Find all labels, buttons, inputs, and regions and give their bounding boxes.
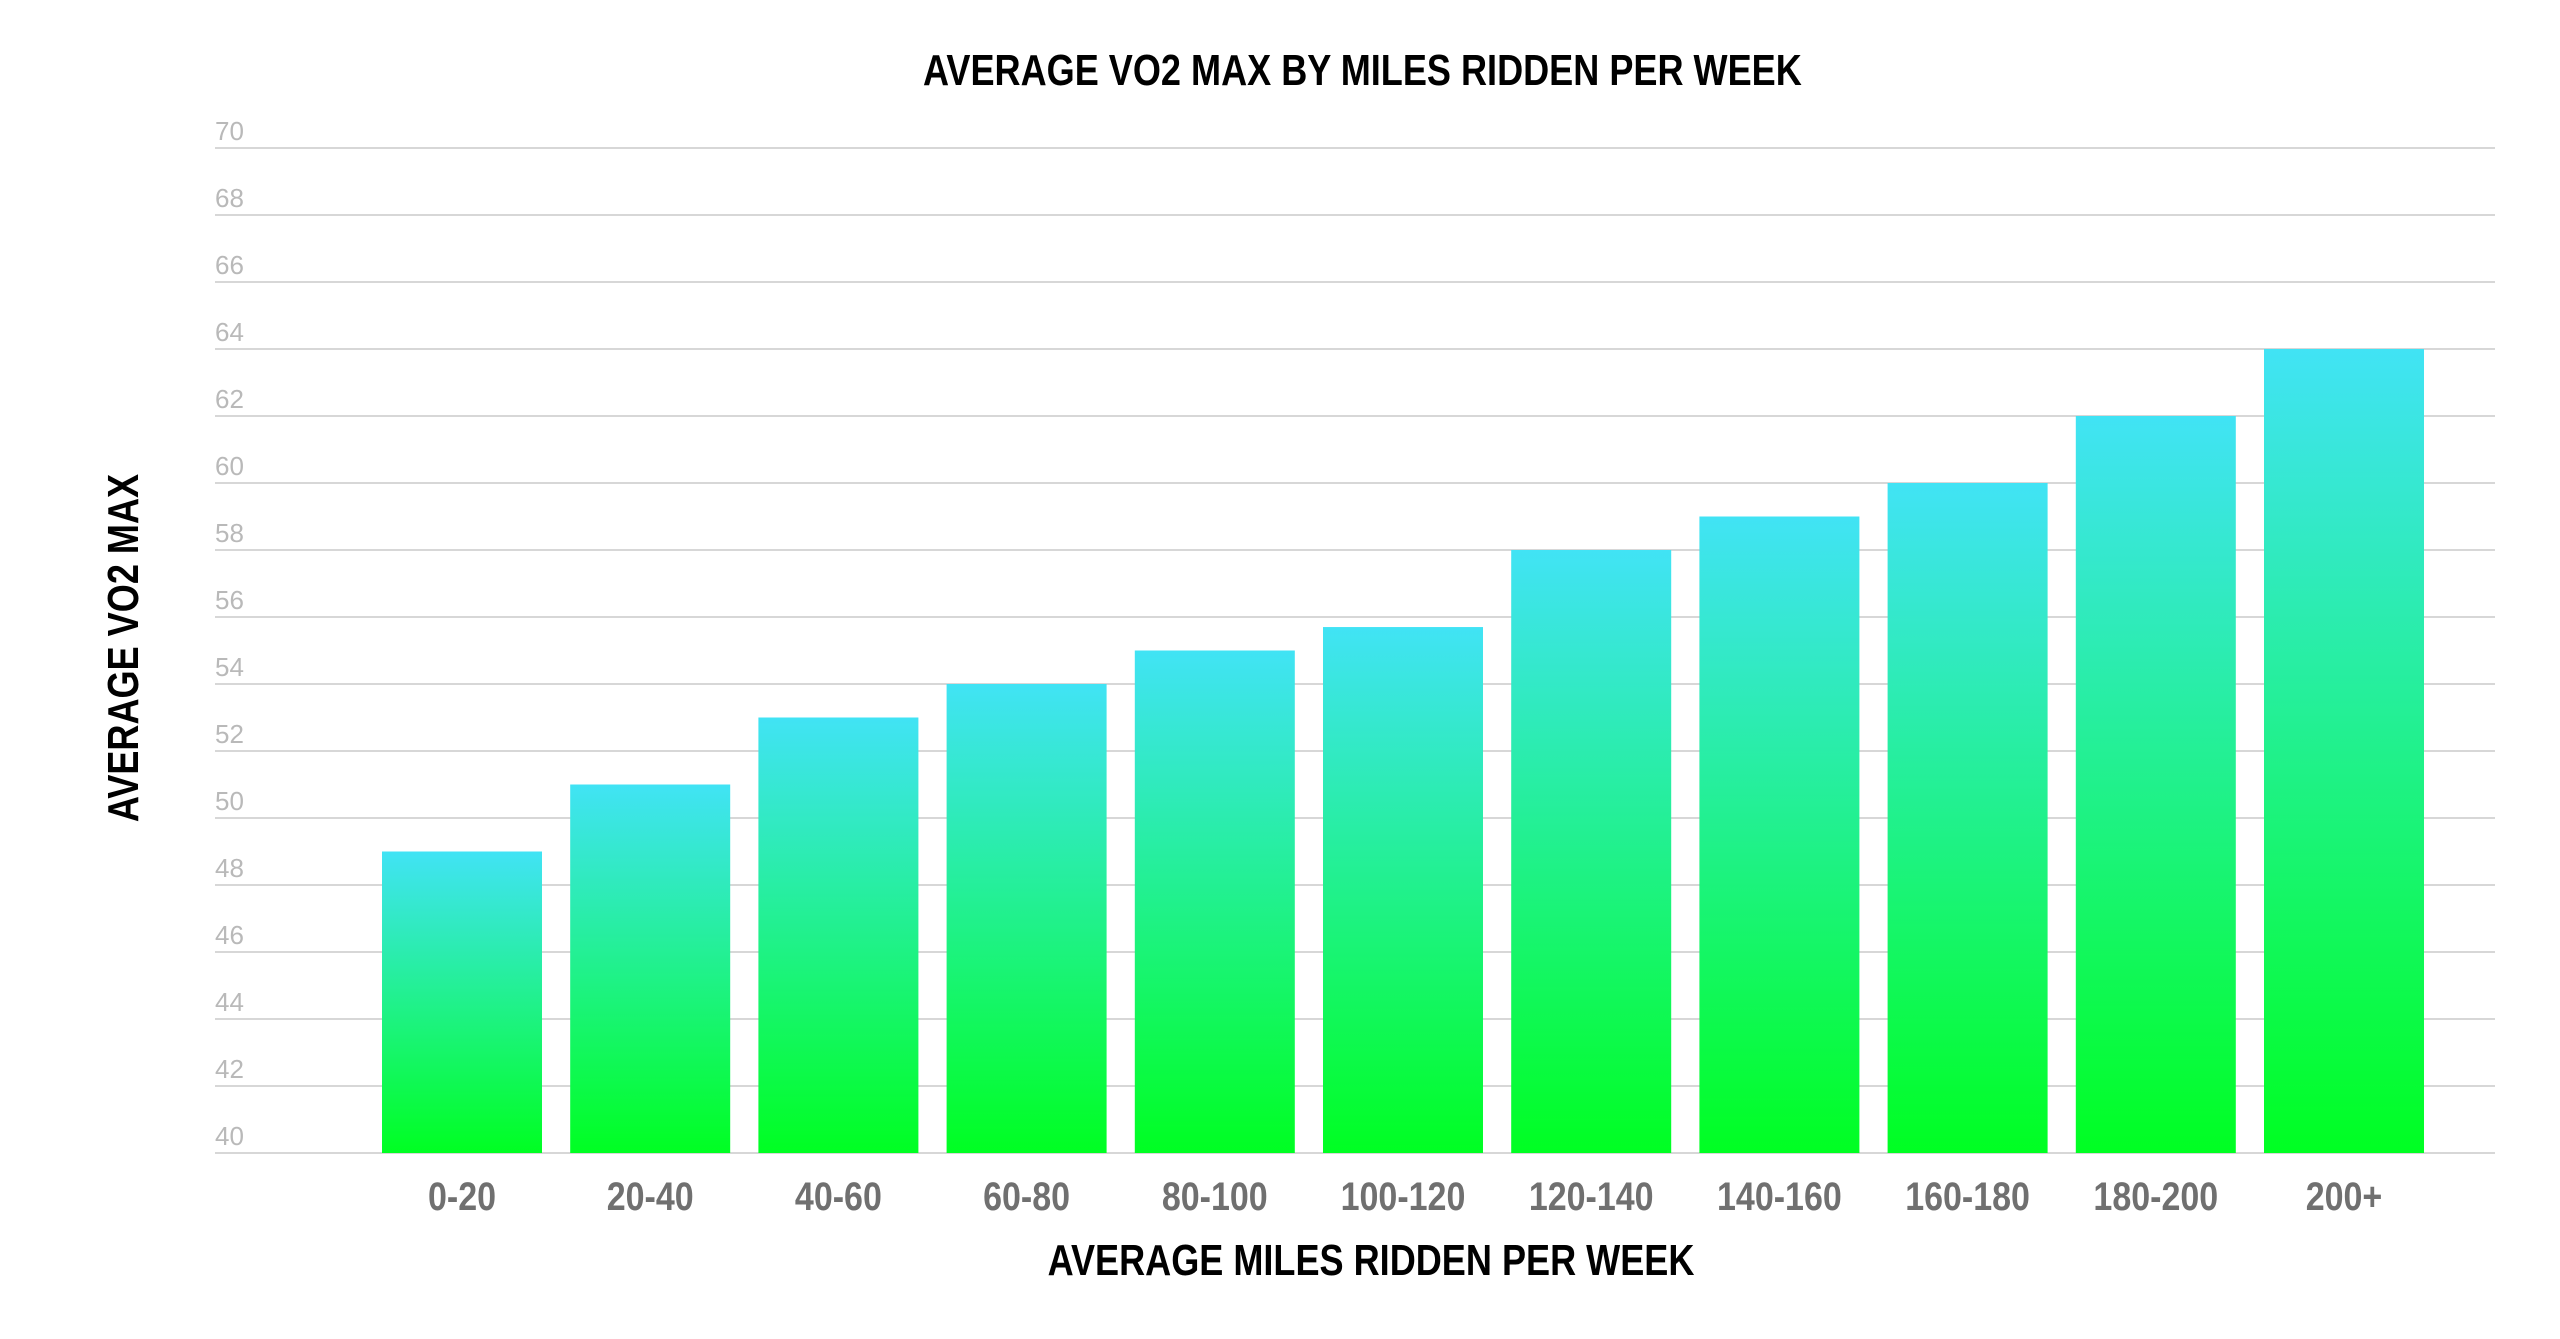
- y-tick-label: 64: [215, 317, 244, 347]
- bar-200+: [2264, 349, 2424, 1153]
- bar-20-40: [570, 784, 731, 1153]
- x-tick-label: 60-80: [983, 1173, 1070, 1218]
- y-tick-label: 56: [215, 585, 244, 615]
- x-tick-label: 80-100: [1162, 1173, 1268, 1218]
- x-tick-labels: 0-20 20-40 40-60 60-80 80-100 100-120 120-140 1…: [428, 1173, 2382, 1218]
- y-tick-label: 44: [215, 987, 244, 1017]
- bar-180-200: [2075, 416, 2236, 1153]
- y-tick-label: 52: [215, 719, 244, 749]
- bar-0-20: [382, 851, 542, 1153]
- bar-120-140: [1511, 550, 1672, 1153]
- y-tick-label: 70: [215, 116, 244, 146]
- x-tick-label: 140-160: [1717, 1173, 1842, 1218]
- y-tick-labels: 40 42 44 46 48 50 52 54 56 58 60 62 64 66 68 70: [215, 116, 244, 1151]
- bar-60-80: [946, 684, 1107, 1153]
- y-tick-label: 42: [215, 1054, 244, 1084]
- x-tick-label: 160-180: [1905, 1173, 2030, 1218]
- bar-80-100: [1134, 650, 1295, 1153]
- bar-40-60: [758, 717, 919, 1153]
- bar-140-160: [1699, 516, 1860, 1153]
- x-tick-label: 180-200: [2093, 1173, 2218, 1218]
- x-tick-label: 120-140: [1529, 1173, 1654, 1218]
- y-tick-label: 48: [215, 853, 244, 883]
- y-tick-label: 46: [215, 920, 244, 950]
- x-tick-label: 0-20: [428, 1173, 496, 1218]
- x-tick-label: 40-60: [795, 1173, 882, 1218]
- y-tick-label: 66: [215, 250, 244, 280]
- y-tick-label: 40: [215, 1121, 244, 1151]
- y-tick-label: 58: [215, 518, 244, 548]
- y-tick-label: 50: [215, 786, 244, 816]
- x-tick-label: 200+: [2306, 1173, 2383, 1218]
- bar-100-120: [1323, 627, 1483, 1153]
- x-tick-label: 100-120: [1341, 1173, 1466, 1218]
- chart-title: AVERAGE VO2 MAX BY MILES RIDDEN PER WEEK: [923, 46, 1802, 95]
- bars: [382, 349, 2424, 1153]
- x-axis-title: AVERAGE MILES RIDDEN PER WEEK: [1047, 1236, 1695, 1285]
- x-tick-label: 20-40: [607, 1173, 694, 1218]
- y-tick-label: 68: [215, 183, 244, 213]
- bar-160-180: [1887, 483, 2048, 1153]
- y-tick-label: 62: [215, 384, 244, 414]
- y-tick-label: 54: [215, 652, 244, 682]
- y-tick-label: 60: [215, 451, 244, 481]
